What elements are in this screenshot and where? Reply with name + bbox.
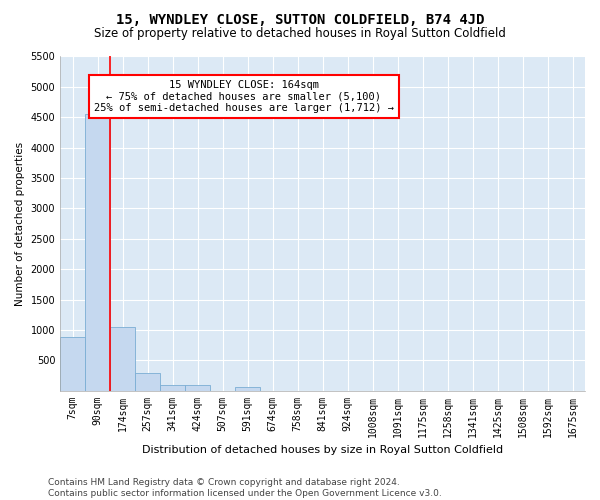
Text: Contains HM Land Registry data © Crown copyright and database right 2024.
Contai: Contains HM Land Registry data © Crown c… <box>48 478 442 498</box>
Bar <box>110 327 135 390</box>
X-axis label: Distribution of detached houses by size in Royal Sutton Coldfield: Distribution of detached houses by size … <box>142 445 503 455</box>
Bar <box>160 385 185 390</box>
Text: 15, WYNDLEY CLOSE, SUTTON COLDFIELD, B74 4JD: 15, WYNDLEY CLOSE, SUTTON COLDFIELD, B74… <box>116 12 484 26</box>
Y-axis label: Number of detached properties: Number of detached properties <box>15 142 25 306</box>
Bar <box>185 385 210 390</box>
Bar <box>235 386 260 390</box>
Bar <box>85 114 110 390</box>
Bar <box>135 374 160 390</box>
Text: Size of property relative to detached houses in Royal Sutton Coldfield: Size of property relative to detached ho… <box>94 28 506 40</box>
Text: 15 WYNDLEY CLOSE: 164sqm
← 75% of detached houses are smaller (5,100)
25% of sem: 15 WYNDLEY CLOSE: 164sqm ← 75% of detach… <box>94 80 394 113</box>
Bar <box>60 337 85 390</box>
